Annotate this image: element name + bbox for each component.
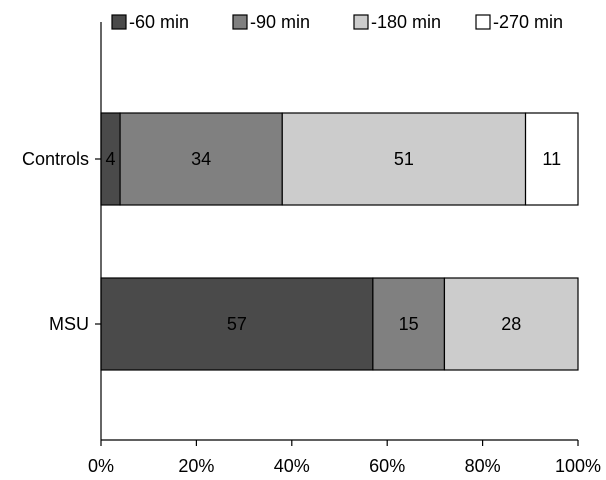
data-label: 34	[191, 149, 211, 169]
legend: -60 min -90 min -180 min -270 min	[111, 12, 563, 32]
x-tick-label: 20%	[178, 456, 214, 476]
legend-swatch	[111, 14, 127, 30]
category-label-controls: Controls	[22, 149, 89, 169]
data-label: 28	[501, 314, 521, 334]
bar-msu-series-1	[372, 277, 446, 371]
x-tick-label: 60%	[369, 456, 405, 476]
data-label: 11	[542, 149, 561, 169]
x-tick-label: 40%	[274, 456, 310, 476]
legend-label: -90 min	[250, 12, 310, 32]
legend-label: -270 min	[493, 12, 563, 32]
x-tick-label: 100%	[555, 456, 601, 476]
axes	[100, 22, 578, 441]
legend-swatch	[475, 14, 491, 30]
data-label: 51	[394, 149, 414, 169]
data-label: 15	[399, 314, 419, 334]
data-label: 4	[106, 149, 116, 169]
x-tick-label: 0%	[88, 456, 114, 476]
legend-label: -180 min	[371, 12, 441, 32]
data-label: 57	[227, 314, 247, 334]
legend-swatch	[353, 14, 369, 30]
x-tick-label: 80%	[465, 456, 501, 476]
legend-label: -60 min	[129, 12, 189, 32]
bar-controls-series-3	[524, 112, 579, 206]
bar-msu-series-2	[443, 277, 579, 371]
category-label-msu: MSU	[49, 314, 89, 334]
legend-swatch	[232, 14, 248, 30]
x-ticks: 0% 20% 40% 60% 80% 100%	[88, 440, 601, 476]
bar-controls-series-2	[281, 112, 527, 206]
bar-controls-series-1	[119, 112, 283, 206]
bar-msu-series-0	[100, 277, 374, 371]
category-labels: Controls MSU	[22, 149, 101, 334]
bars: 4 34 51 11 57 15 28	[100, 112, 579, 371]
